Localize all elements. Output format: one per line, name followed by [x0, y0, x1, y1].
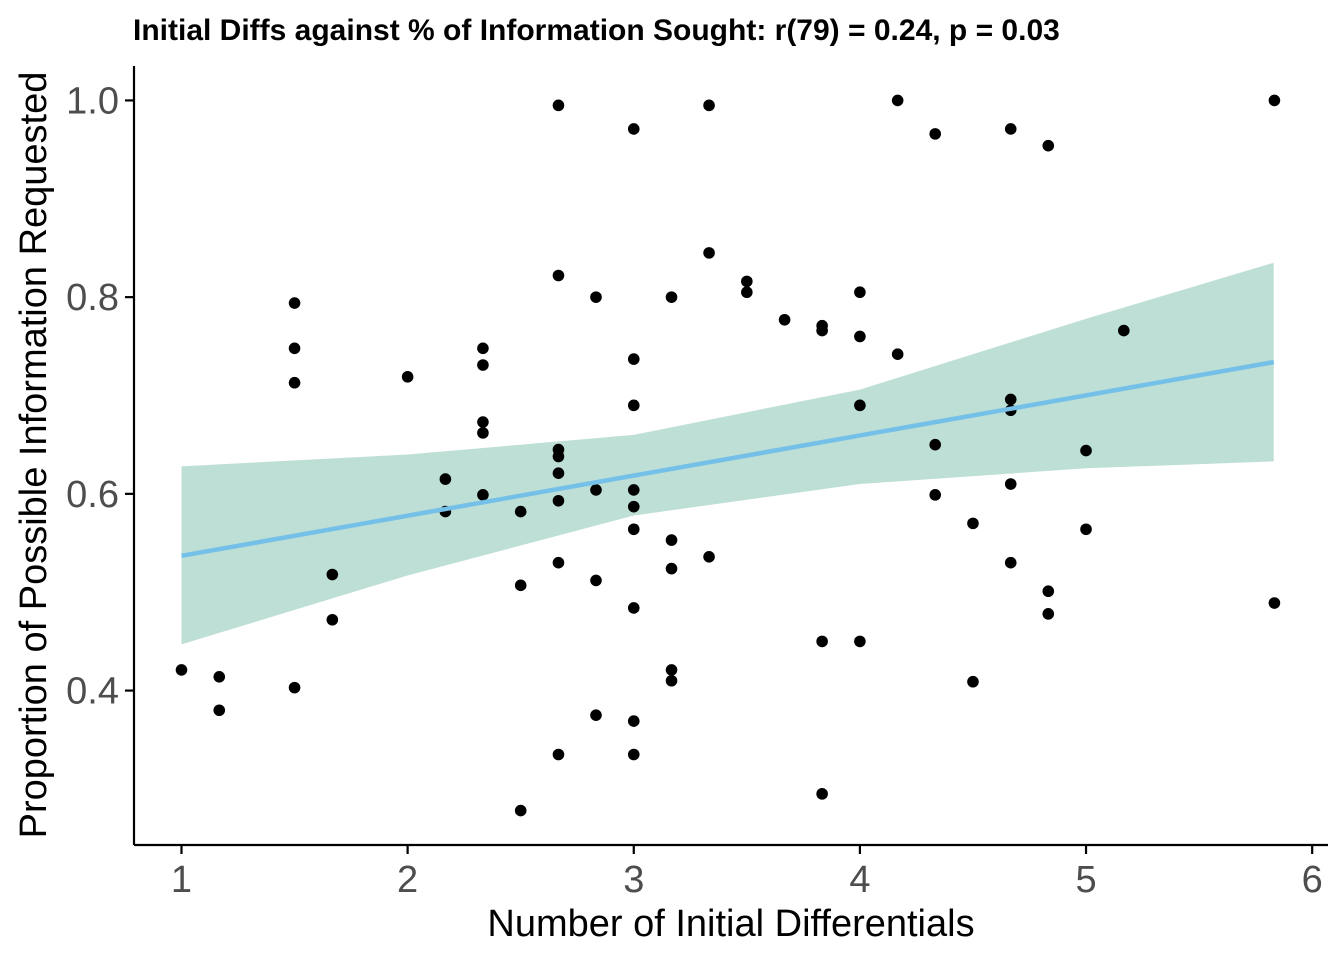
data-point — [891, 348, 904, 360]
data-point — [1117, 324, 1130, 337]
data-point — [665, 562, 678, 575]
confidence-band-layer — [181, 262, 1274, 645]
data-point — [665, 664, 678, 676]
y-tick-label: 0.6 — [66, 474, 119, 516]
data-point — [627, 715, 640, 727]
data-point — [816, 635, 828, 648]
data-point — [891, 94, 904, 107]
data-point — [288, 297, 301, 309]
x-tick-label: 1 — [171, 859, 192, 901]
data-point — [552, 467, 565, 480]
data-point — [1042, 585, 1055, 598]
data-point — [552, 494, 565, 507]
y-tick-label: 1.0 — [66, 80, 119, 122]
data-point — [552, 748, 565, 761]
data-point — [288, 376, 301, 389]
x-tick-label: 5 — [1075, 859, 1096, 901]
data-point — [778, 313, 791, 326]
data-point — [477, 489, 489, 501]
data-point — [288, 681, 301, 694]
data-point — [288, 342, 301, 355]
data-point — [929, 489, 942, 501]
data-point — [1080, 444, 1092, 457]
data-point — [703, 247, 715, 259]
data-point — [175, 664, 188, 676]
data-point — [1004, 393, 1017, 406]
data-point — [477, 342, 489, 355]
data-point — [665, 534, 678, 546]
data-point — [514, 579, 527, 592]
data-point — [213, 704, 226, 717]
x-axis-ticks: 1 2 3 4 5 6 — [171, 845, 1323, 901]
fit-line-layer — [181, 359, 1275, 559]
x-tick-label: 6 — [1302, 859, 1323, 901]
data-point — [477, 416, 489, 428]
data-point — [477, 359, 489, 371]
data-point — [514, 804, 527, 817]
y-tick-label: 0.8 — [66, 277, 119, 319]
data-point — [439, 473, 452, 485]
points-layer — [175, 94, 1281, 817]
data-point — [627, 399, 640, 412]
x-tick-label: 3 — [623, 859, 644, 901]
data-point — [627, 353, 640, 365]
data-point — [627, 123, 640, 135]
data-point — [854, 330, 866, 343]
data-point — [401, 371, 414, 383]
data-point — [514, 505, 527, 518]
data-point — [590, 484, 602, 496]
data-point — [929, 438, 942, 451]
data-point — [590, 709, 602, 721]
data-point — [967, 675, 979, 688]
data-point — [590, 291, 602, 303]
data-point — [326, 568, 339, 581]
data-point — [552, 99, 565, 112]
data-point — [741, 275, 753, 288]
fit-line — [181, 359, 1275, 559]
data-point — [1004, 123, 1017, 135]
data-point — [1080, 523, 1092, 536]
data-point — [590, 574, 602, 587]
data-point — [627, 523, 640, 536]
data-point — [854, 286, 866, 299]
data-point — [741, 286, 753, 299]
data-point — [665, 291, 678, 303]
data-point — [854, 635, 866, 648]
data-point — [1268, 94, 1281, 107]
data-point — [816, 324, 828, 337]
y-axis-ticks: 0.4 0.6 0.8 1.0 — [66, 80, 134, 713]
data-point — [703, 551, 715, 563]
chart-title: Initial Diffs against % of Information S… — [133, 14, 1060, 47]
x-axis-title: Number of Initial Differentials — [487, 903, 974, 945]
data-point — [552, 556, 565, 569]
data-point — [627, 602, 640, 614]
data-point — [967, 517, 979, 530]
data-point — [665, 674, 678, 687]
data-point — [854, 399, 866, 412]
data-point — [1004, 478, 1017, 490]
data-point — [1268, 597, 1281, 609]
data-point — [552, 450, 565, 463]
y-axis-title: Proportion of Possible Information Reque… — [13, 72, 55, 839]
data-point — [627, 748, 640, 761]
confidence-band — [181, 262, 1274, 645]
data-point — [816, 788, 828, 800]
data-point — [1042, 139, 1055, 152]
data-point — [1042, 608, 1055, 620]
data-point — [627, 484, 640, 496]
data-point — [326, 613, 339, 626]
y-tick-label: 0.4 — [66, 671, 119, 713]
x-tick-label: 2 — [397, 859, 418, 901]
x-tick-label: 4 — [849, 859, 870, 901]
data-point — [627, 500, 640, 513]
data-point — [703, 99, 715, 112]
data-point — [552, 269, 565, 282]
data-point — [929, 128, 942, 140]
data-point — [477, 427, 489, 439]
data-point — [213, 671, 226, 683]
data-point — [1004, 556, 1017, 569]
